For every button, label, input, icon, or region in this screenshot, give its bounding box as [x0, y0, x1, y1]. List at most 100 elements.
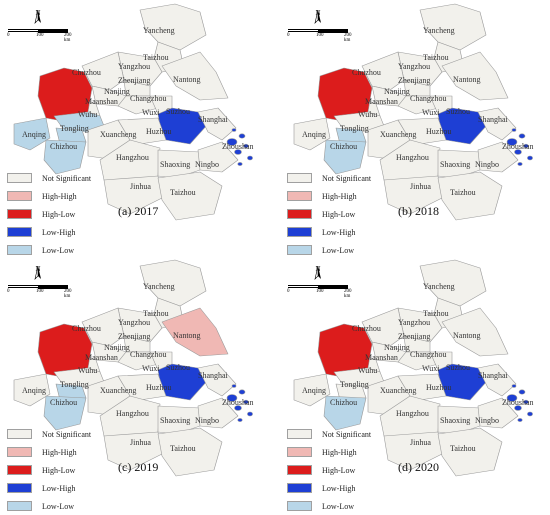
scale-tick-200: 200 km [344, 289, 352, 299]
city-label-hangzhou: Hangzhou [116, 409, 149, 418]
legend-label: Low-Low [42, 501, 74, 511]
city-label-maanshan: Maanshan [365, 353, 398, 362]
legend-swatch [287, 483, 312, 493]
city-label-chuzhou: Chuzhou [72, 68, 101, 77]
city-label-suzhou: Suzhou [446, 363, 470, 372]
region-chuzhou [361, 307, 405, 347]
city-label-chizhou: Chizhou [50, 398, 78, 407]
region-changzhou [117, 95, 159, 115]
legend-item-low-high: Low-High [287, 479, 371, 497]
region-yancheng [419, 259, 487, 307]
legend-label: High-Low [42, 209, 76, 219]
region-ningbo [197, 141, 239, 173]
city-label-chuzhou: Chuzhou [72, 324, 101, 333]
legend-swatch [7, 173, 32, 183]
scale-tick-0: 0 [7, 33, 10, 38]
city-label-suzhou: Suzhou [166, 363, 190, 372]
legend-swatch [7, 501, 32, 511]
legend-item-low-low: Low-Low [7, 497, 91, 515]
city-label-tongling: Tongling [60, 124, 89, 133]
city-label-anqing: Anqing [22, 130, 46, 139]
region-shanghai [197, 107, 237, 141]
region-chuzhou [361, 51, 405, 91]
city-label-wuxi: Wuxi [422, 364, 440, 373]
city-label-chizhou: Chizhou [50, 142, 78, 151]
city-label-ningbo: Ningbo [195, 416, 219, 425]
legend-label: Not Significant [322, 173, 372, 183]
city-label-hangzhou: Hangzhou [116, 153, 149, 162]
legend-swatch [287, 209, 312, 219]
region-zhoushan [226, 384, 253, 422]
legend-item-not-significant: Not Significant [7, 425, 91, 443]
city-label-jinhua: Jinhua [410, 182, 431, 191]
city-label-yangzhou: Yangzhou [398, 318, 431, 327]
city-label-maanshan: Maanshan [85, 353, 118, 362]
legend-item-high-high: High-High [287, 443, 371, 461]
city-label-changzhou: Changzhou [130, 350, 167, 359]
city-label-taizhou-south: Taizhou [170, 188, 196, 197]
legend-swatch [7, 429, 32, 439]
city-label-taizhou-south: Taizhou [450, 188, 476, 197]
city-label-yancheng: Yancheng [143, 282, 175, 291]
region-chizhou [323, 139, 367, 175]
city-label-chuzhou: Chuzhou [352, 324, 381, 333]
city-label-zhenjiang: Zhenjiang [398, 332, 431, 341]
city-label-maanshan: Maanshan [365, 97, 398, 106]
city-label-wuhu: Wuhu [358, 110, 378, 119]
region-ningbo [477, 141, 519, 173]
region-nantong [441, 307, 509, 357]
region-taizhou-s [157, 427, 223, 477]
city-label-shaoxing: Shaoxing [440, 160, 471, 169]
legend-swatch [287, 227, 312, 237]
legend-item-low-high: Low-High [7, 479, 91, 497]
scale-bar: 0 100 200 km [287, 29, 352, 43]
city-label-jinhua: Jinhua [410, 438, 431, 447]
region-zhoushan [506, 128, 533, 166]
scale-bar: 0 100 200 km [287, 285, 352, 299]
city-label-taizhou-north: Taizhou [143, 309, 169, 318]
region-yancheng [419, 3, 487, 51]
city-label-shanghai: Shanghai [478, 115, 508, 124]
map-canvas [293, 259, 533, 477]
city-label-yancheng: Yancheng [423, 26, 455, 35]
region-anqing [13, 117, 51, 151]
panel-2020: N 0 100 200 km Yancheng Taizhou Yangzhou… [280, 256, 550, 511]
city-label-taizhou-south: Taizhou [170, 444, 196, 453]
city-label-zhoushan: Zhoushan [502, 142, 534, 151]
city-label-xuancheng: Xuancheng [380, 130, 417, 139]
region-jinhua [383, 431, 443, 471]
city-label-nantong: Nantong [173, 331, 201, 340]
city-label-taizhou-south: Taizhou [450, 444, 476, 453]
city-label-shaoxing: Shaoxing [160, 160, 191, 169]
region-jinhua [103, 175, 163, 215]
legend-label: Not Significant [42, 173, 92, 183]
city-label-yangzhou: Yangzhou [398, 62, 431, 71]
region-chuzhou [81, 307, 125, 347]
legend-item-high-high: High-High [7, 187, 91, 205]
region-changzhou [117, 351, 159, 371]
city-label-anqing: Anqing [302, 130, 326, 139]
region-yancheng [139, 3, 207, 51]
legend: Not Significant High-High High-Low Low-H… [7, 169, 91, 259]
city-label-taizhou-north: Taizhou [423, 53, 449, 62]
city-label-huzhou: Huzhou [426, 383, 452, 392]
region-taizhou-s [437, 171, 503, 221]
city-label-yangzhou: Yangzhou [118, 318, 151, 327]
city-label-yangzhou: Yangzhou [118, 62, 151, 71]
region-changzhou [397, 95, 439, 115]
legend-label: High-Low [322, 209, 356, 219]
region-chizhou [43, 395, 87, 431]
panel-caption: (d) 2020 [398, 460, 439, 474]
panel-2018: N 0 100 200 km Yancheng Taizhou Yangzhou… [280, 0, 550, 255]
city-label-hangzhou: Hangzhou [396, 153, 429, 162]
city-label-nanjing: Nanjing [384, 87, 410, 96]
scale-bar: 0 100 200 km [7, 285, 72, 299]
scale-tick-100: 100 [36, 289, 44, 294]
city-label-ningbo: Ningbo [475, 160, 499, 169]
city-label-ningbo: Ningbo [475, 416, 499, 425]
region-huzhou [117, 373, 167, 401]
city-label-nantong: Nantong [453, 75, 481, 84]
city-label-nantong: Nantong [173, 75, 201, 84]
city-label-taizhou-north: Taizhou [143, 53, 169, 62]
city-label-shanghai: Shanghai [198, 115, 228, 124]
